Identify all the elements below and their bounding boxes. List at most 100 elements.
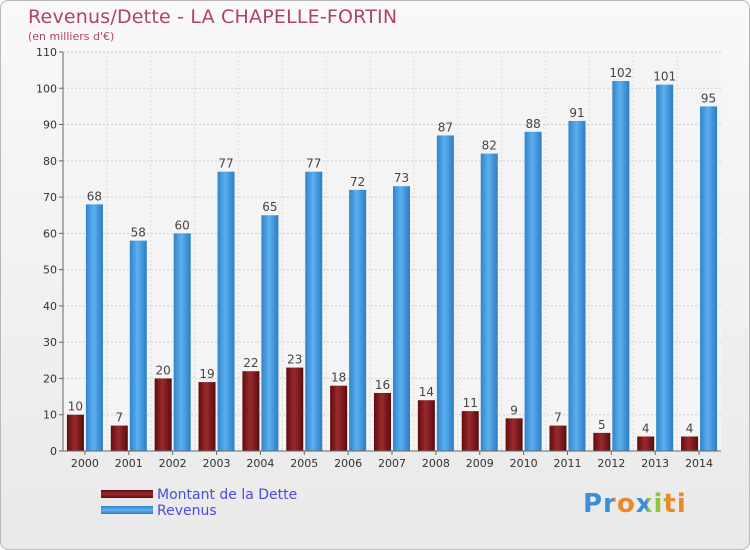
x-tick-label: 2013: [641, 457, 669, 470]
chart-title: Revenus/Dette - LA CHAPELLE-FORTIN: [28, 6, 398, 28]
revenue-bar: [524, 131, 542, 452]
x-tick-label: 2001: [115, 457, 143, 470]
debt-bar: [417, 400, 435, 451]
revenue-value-label: 60: [175, 218, 190, 232]
grid-lines: [63, 51, 721, 452]
debt-value-label: 9: [510, 403, 518, 417]
revenue-value-label: 95: [701, 91, 716, 105]
legend-swatch-debt: [101, 490, 153, 498]
legend-label-revenue: Revenus: [157, 503, 217, 519]
debt-value-label: 4: [642, 421, 650, 435]
debt-bar: [461, 411, 479, 451]
revenue-value-label: 65: [262, 200, 277, 214]
revenue-value-label: 87: [438, 120, 453, 134]
x-tick-label: 2007: [378, 457, 406, 470]
revenue-bar: [129, 240, 147, 451]
y-axis: 0 10 20 30 40 50 60 70 80 90 100 110: [36, 46, 64, 458]
debt-bar: [505, 418, 523, 451]
x-tick-label: 2005: [290, 457, 318, 470]
revenue-bar: [349, 189, 367, 451]
legend-swatch-revenue: [101, 506, 153, 514]
revenue-value-label: 82: [482, 139, 497, 153]
debt-value-label: 11: [463, 396, 478, 410]
y-tick-label: 40: [43, 300, 57, 313]
debt-bar: [154, 378, 172, 451]
x-tick-label: 2008: [422, 457, 450, 470]
debt-bar: [66, 414, 84, 451]
revenue-value-label: 88: [525, 117, 540, 131]
revenue-bar: [173, 233, 191, 451]
x-axis: 2000 2001 2002 2003 2004 2005 2006 2007 2008 2009…: [63, 450, 721, 470]
x-tick-label: 2012: [597, 457, 625, 470]
y-tick-label: 60: [43, 227, 57, 240]
proxiti-logo: Proxiti: [583, 489, 687, 519]
revenue-value-label: 58: [131, 226, 146, 240]
plot-background: [63, 52, 721, 451]
revenue-value-label: 77: [306, 157, 321, 171]
debt-value-label: 10: [68, 400, 83, 414]
revenue-bar: [305, 171, 323, 451]
bars: 10 68 7 58 20 60 19 77 22 65 23 77 18 72 16 73 14 87 11 82 9…: [66, 66, 718, 452]
y-tick-label: 80: [43, 155, 57, 168]
revenue-bar: [85, 204, 103, 451]
x-tick-label: 2006: [334, 457, 362, 470]
revenue-value-label: 72: [350, 175, 365, 189]
debt-bar: [637, 436, 655, 451]
debt-bar: [549, 425, 567, 451]
revenue-value-label: 77: [218, 157, 233, 171]
x-tick-label: 2014: [685, 457, 713, 470]
debt-bar: [593, 432, 611, 451]
revenue-bar: [700, 106, 718, 451]
revenue-bar: [568, 120, 586, 451]
revenue-value-label: 68: [87, 189, 102, 203]
debt-value-label: 5: [598, 418, 606, 432]
logo-text: Proxiti: [583, 489, 687, 519]
y-tick-label: 10: [43, 409, 57, 422]
debt-bar: [286, 367, 304, 451]
revenue-bar: [393, 186, 410, 451]
debt-value-label: 19: [199, 367, 214, 381]
y-tick-label: 90: [43, 119, 57, 132]
revenue-bar: [656, 84, 674, 452]
debt-value-label: 22: [243, 356, 258, 370]
y-tick-label: 30: [43, 336, 57, 349]
debt-value-label: 14: [419, 385, 434, 399]
debt-bar: [242, 371, 260, 451]
debt-bar: [198, 382, 216, 451]
y-tick-label: 0: [50, 445, 57, 458]
y-tick-label: 20: [43, 372, 57, 385]
revenue-bar: [436, 135, 454, 451]
debt-bar: [374, 392, 391, 451]
revenue-value-label: 91: [569, 106, 584, 120]
debt-value-label: 20: [156, 363, 171, 377]
revenue-bar: [261, 215, 279, 451]
revenue-value-label: 101: [653, 70, 676, 84]
debt-bar: [110, 425, 128, 451]
x-tick-label: 2002: [159, 457, 187, 470]
x-tick-label: 2000: [71, 457, 99, 470]
x-tick-label: 2010: [510, 457, 538, 470]
debt-bar: [330, 385, 348, 451]
debt-value-label: 7: [554, 411, 562, 425]
x-tick-label: 2011: [553, 457, 581, 470]
y-tick-label: 110: [36, 46, 57, 59]
revenue-bar: [480, 153, 498, 451]
x-tick-label: 2004: [246, 457, 274, 470]
debt-value-label: 4: [686, 421, 694, 435]
revenue-bar: [612, 81, 630, 451]
revenue-value-label: 73: [394, 171, 409, 185]
y-tick-label: 70: [43, 191, 57, 204]
revenue-bar: [217, 171, 235, 451]
debt-bar: [681, 436, 699, 451]
legend-label-debt: Montant de la Dette: [157, 487, 298, 503]
debt-value-label: 18: [331, 371, 346, 385]
y-tick-label: 50: [43, 264, 57, 277]
y-tick-label: 100: [36, 82, 57, 95]
x-tick-label: 2009: [466, 457, 494, 470]
debt-value-label: 23: [287, 353, 302, 367]
revenue-value-label: 102: [609, 66, 632, 80]
x-tick-label: 2003: [203, 457, 231, 470]
debt-value-label: 7: [115, 411, 123, 425]
